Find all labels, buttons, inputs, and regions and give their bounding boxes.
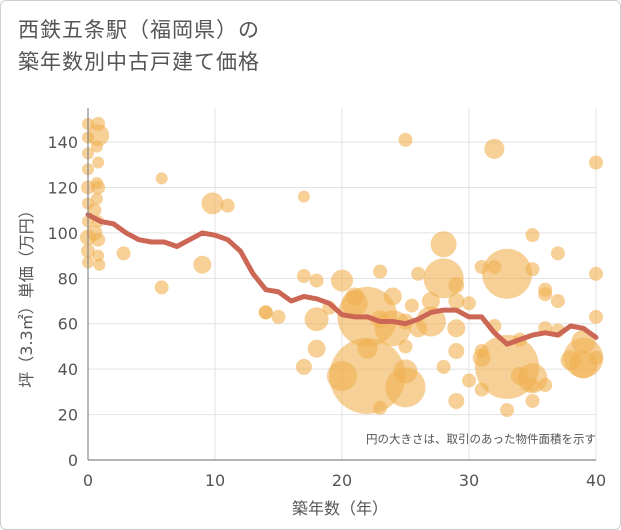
data-bubble [404, 298, 419, 313]
data-bubble [91, 180, 106, 195]
bubble-series [80, 116, 604, 418]
data-bubble [538, 287, 553, 302]
data-bubble [90, 140, 103, 153]
data-bubble [448, 277, 465, 294]
data-bubble [307, 339, 326, 358]
data-bubble [331, 269, 353, 292]
data-bubble [295, 358, 312, 375]
x-tick-label: 0 [83, 471, 93, 490]
data-bubble [92, 249, 105, 262]
trend-line [85, 212, 599, 347]
data-bubble [304, 307, 329, 332]
x-tick-label: 10 [205, 471, 225, 490]
y-tick-label: 20 [58, 406, 78, 425]
data-bubble [589, 350, 603, 365]
data-bubble [436, 359, 451, 374]
data-bubble [93, 258, 106, 271]
chart-title: 西鉄五条駅（福岡県）の 築年数別中古戸建て価格 [18, 14, 260, 78]
y-tick-label: 80 [58, 269, 78, 288]
data-bubble [447, 319, 466, 338]
data-bubble [296, 269, 311, 284]
data-bubble [271, 309, 286, 324]
data-bubble [258, 305, 273, 320]
data-bubble [373, 264, 388, 279]
x-axis-title: 築年数（年） [292, 499, 388, 518]
data-bubble [91, 116, 106, 131]
data-bubble [220, 198, 235, 213]
data-bubble [589, 155, 603, 170]
data-bubble [448, 293, 465, 310]
data-bubble [385, 367, 426, 408]
data-bubble [589, 309, 603, 324]
data-bubble [550, 246, 565, 261]
y-tick-label: 140 [47, 133, 78, 152]
data-bubble [91, 232, 106, 247]
data-bubble [525, 393, 540, 408]
data-bubble [484, 138, 505, 159]
data-bubble [357, 338, 378, 359]
data-bubble [90, 192, 103, 205]
y-tick-label: 40 [58, 360, 78, 379]
data-bubble [550, 294, 565, 309]
data-bubble [201, 192, 224, 215]
data-bubble [297, 190, 310, 203]
data-bubble [383, 287, 402, 306]
data-bubble [448, 342, 465, 359]
y-tick-label: 60 [58, 315, 78, 334]
data-bubble [398, 132, 413, 147]
data-bubble [398, 339, 413, 354]
data-bubble [373, 400, 388, 415]
x-tick-label: 20 [332, 471, 352, 490]
data-bubble [430, 231, 457, 258]
data-bubble [87, 124, 110, 147]
data-bubble [462, 296, 476, 311]
data-bubble [92, 156, 105, 169]
data-bubble [329, 337, 406, 414]
data-bubble [462, 373, 476, 388]
data-bubble [193, 255, 212, 274]
x-tick-label: 30 [459, 471, 479, 490]
chart-title-line-2: 築年数別中古戸建て価格 [18, 50, 260, 74]
data-bubble [116, 246, 131, 261]
data-bubble [525, 378, 540, 393]
data-bubble [482, 248, 533, 299]
y-axis-title: 坪（3.3㎡）単価（万円） [17, 202, 36, 387]
size-annotation: 円の大きさは、取引のあった物件面積を示す [366, 432, 596, 446]
y-tick-label: 0 [68, 451, 78, 470]
data-bubble [155, 172, 168, 185]
data-bubble [154, 280, 169, 295]
data-bubble [525, 228, 540, 243]
data-bubble [589, 266, 603, 281]
data-bubble [538, 378, 553, 393]
data-bubble [411, 266, 426, 281]
y-tick-label: 120 [47, 178, 78, 197]
data-bubble [525, 262, 540, 277]
data-bubble [309, 273, 324, 288]
y-tick-label: 100 [47, 224, 78, 243]
axes: 0 10 20 30 40 0 20 40 60 80 100 120 140 [47, 108, 606, 490]
x-tick-label: 40 [586, 471, 606, 490]
chart-title-line-1: 西鉄五条駅（福岡県）の [18, 18, 260, 42]
data-bubble [448, 392, 465, 409]
data-bubble [500, 403, 515, 418]
